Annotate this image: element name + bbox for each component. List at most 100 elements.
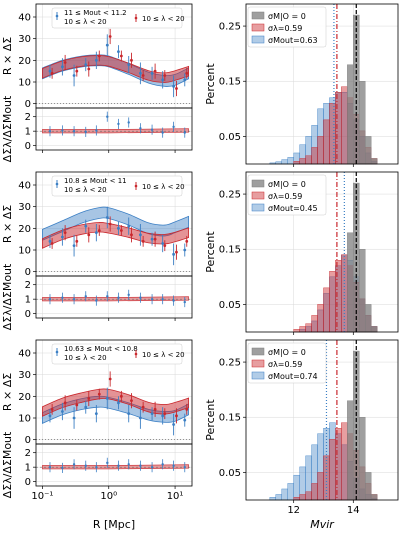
ratio-point [150, 128, 154, 131]
hist-bar-lambda [305, 491, 312, 501]
y-tick-label: 2 [25, 448, 31, 459]
legend-swatch [251, 11, 265, 20]
data-point-lambda [75, 239, 79, 243]
y-tick-label: 2 [25, 112, 31, 123]
y-tick-label: 0 [25, 267, 31, 278]
data-point-lambda [141, 405, 145, 409]
legend: 11 ≤ Mout < 11.210 ≤ λ < 20 10 ≤ λ < 20 [51, 7, 185, 29]
ratio-point [61, 129, 64, 132]
y-axis-label: Percent [204, 63, 217, 105]
data-point-lambda [97, 229, 101, 232]
hist-bar-gray [370, 494, 378, 501]
data-point-lambda [130, 233, 133, 237]
data-point-lambda [75, 403, 79, 407]
legend-label-mout: 10.63 ≤ Mout < 10.8 [64, 345, 138, 353]
ratio-point [84, 464, 87, 467]
legend-marker-mout [55, 182, 59, 186]
ratio-point [172, 299, 175, 302]
ratio-point [117, 296, 120, 299]
histogram-panel: 0.05 0.15 0.25 Percent σM|O = 0 σλ=0.59 σMout=… [204, 3, 399, 167]
ratio-point [106, 461, 109, 465]
ratio-point [161, 131, 164, 134]
ratio-y-axis-label: ΔΣλ/ΔΣMout [1, 95, 14, 162]
ratio-point [139, 464, 142, 467]
ratio-y-axis-label: ΔΣλ/ΔΣMout [1, 431, 14, 498]
data-point-mout [84, 405, 88, 409]
legend-label-lambda-range: 10 ≤ λ < 20 [64, 354, 107, 362]
legend-label-lambda-range: 10 ≤ λ < 20 [64, 18, 107, 26]
y-tick-label: 20 [18, 224, 31, 235]
y-tick-label: 0 [25, 309, 31, 320]
hist-bar-lambda [341, 422, 348, 501]
ratio-point [106, 115, 109, 118]
y-tick-label: 0.05 [219, 300, 241, 311]
y-tick-label: 0 [25, 99, 31, 110]
legend-label: σM|O = 0 [268, 348, 306, 357]
data-point-mout [94, 231, 98, 235]
axes-frame [35, 275, 193, 319]
legend-swatch [251, 35, 265, 44]
y-axis-label: Percent [204, 231, 217, 273]
ratio-point [161, 463, 164, 466]
legend-marker-mout [55, 14, 59, 18]
legend: 10.63 ≤ Mout < 10.810 ≤ λ < 20 10 ≤ λ < 2… [51, 343, 185, 365]
data-point-lambda [153, 237, 157, 241]
data-point-lambda [163, 244, 167, 248]
data-point-lambda [153, 407, 157, 411]
data-point-mout [161, 242, 165, 245]
legend-label: σMout=0.63 [268, 36, 318, 45]
data-point-mout [127, 224, 131, 228]
hist-bar-mout [275, 494, 282, 501]
ratio-point [183, 465, 186, 469]
data-point-lambda [50, 242, 54, 245]
hist-bar-lambda [317, 472, 324, 501]
data-point-mout [150, 412, 154, 416]
hist-bar-lambda [293, 329, 300, 333]
data-point-lambda [163, 74, 167, 77]
hist-bar-gray [359, 249, 366, 333]
y-tick-label: 0.15 [219, 413, 241, 424]
hist-bar-gray [359, 81, 366, 165]
data-point-mout [72, 74, 76, 77]
y-tick-label: 1 [25, 463, 31, 474]
data-point-mout [117, 226, 120, 230]
data-point-lambda [163, 412, 167, 416]
hist-bar-lambda [305, 155, 312, 165]
ratio-point [72, 129, 76, 133]
hist-bar-gray [347, 232, 354, 333]
data-point-mout [105, 397, 109, 400]
y-tick-label: 20 [18, 56, 31, 67]
y-tick-label: 0.15 [219, 77, 241, 88]
y-tick-label: 40 [18, 181, 31, 192]
data-point-mout [138, 233, 142, 237]
ratio-point [72, 297, 76, 301]
data-point-lambda [108, 377, 112, 381]
hist-bar-mout [281, 488, 288, 501]
data-point-lambda [108, 35, 112, 38]
data-point-lambda [97, 54, 101, 58]
ratio-point [61, 466, 64, 470]
hist-bar-gray [365, 136, 372, 165]
hist-bar-lambda [329, 271, 336, 333]
legend-label: σλ=0.59 [268, 24, 302, 33]
ratio-point [172, 125, 175, 129]
legend-swatch [251, 359, 265, 368]
ratio-y-axis-label: ΔΣλ/ΔΣMout [1, 263, 14, 330]
legend-label: σλ=0.59 [268, 192, 302, 201]
y-tick-label: 0.25 [219, 358, 241, 369]
hist-bar-lambda [299, 158, 306, 165]
hist-bar-gray [347, 400, 354, 501]
legend-swatch [251, 347, 265, 356]
hist-bar-lambda [317, 304, 324, 333]
y-tick-label: 30 [18, 34, 31, 45]
legend-label-mout: 11 ≤ Mout < 11.2 [64, 9, 127, 17]
data-point-mout [48, 69, 52, 73]
data-point-lambda [153, 69, 157, 73]
data-point-lambda [87, 233, 91, 237]
ratio-point [183, 300, 186, 304]
